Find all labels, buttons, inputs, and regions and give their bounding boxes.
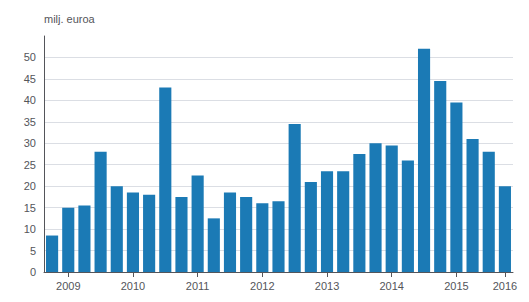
- svg-text:40: 40: [24, 94, 36, 106]
- svg-text:2012: 2012: [250, 280, 274, 292]
- svg-text:35: 35: [24, 116, 36, 128]
- svg-text:10: 10: [24, 223, 36, 235]
- svg-text:0: 0: [30, 266, 36, 278]
- svg-text:2009: 2009: [56, 280, 80, 292]
- svg-text:5: 5: [30, 245, 36, 257]
- svg-text:45: 45: [24, 73, 36, 85]
- svg-text:20: 20: [24, 180, 36, 192]
- svg-text:30: 30: [24, 137, 36, 149]
- svg-text:2013: 2013: [315, 280, 339, 292]
- svg-text:2016: 2016: [493, 280, 517, 292]
- svg-text:2010: 2010: [121, 280, 145, 292]
- svg-text:2014: 2014: [379, 280, 403, 292]
- svg-text:2015: 2015: [444, 280, 468, 292]
- svg-text:50: 50: [24, 51, 36, 63]
- svg-text:2011: 2011: [186, 280, 210, 292]
- svg-text:milj. euroa: milj. euroa: [44, 13, 96, 25]
- svg-text:25: 25: [24, 159, 36, 171]
- svg-text:15: 15: [24, 202, 36, 214]
